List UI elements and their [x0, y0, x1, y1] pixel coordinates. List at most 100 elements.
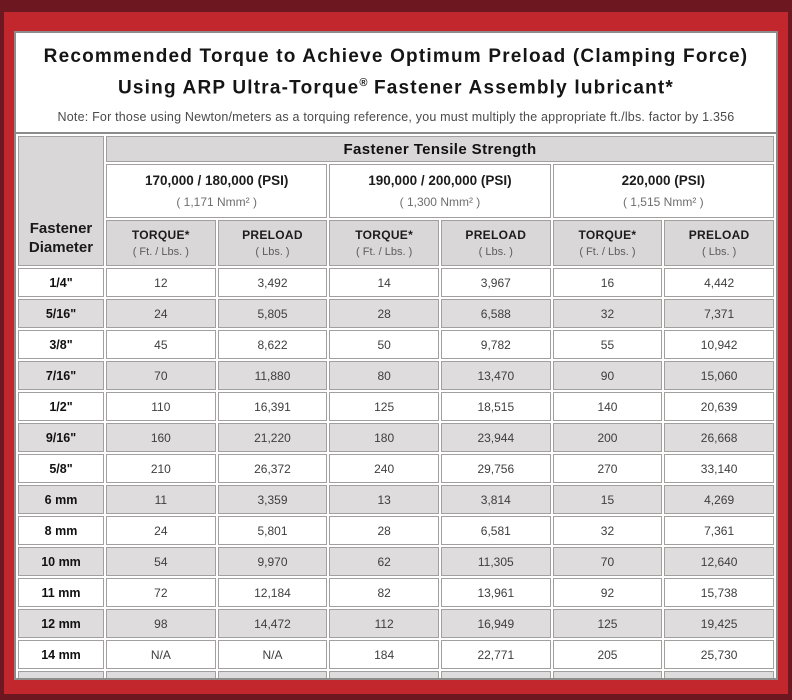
tensile-strength-header: Fastener Tensile Strength — [106, 136, 774, 163]
preload-value-cell: 7,361 — [664, 516, 774, 546]
torque-value-cell: 28 — [329, 516, 439, 546]
torque-value-cell: 24 — [106, 516, 216, 546]
preload-value-cell: N/A — [217, 640, 328, 670]
table-row: 6 mm 11 3,359 13 3,814 15 4,269 — [18, 485, 774, 515]
preload-value-cell: 14,472 — [217, 609, 328, 639]
torque-value-cell: 28 — [329, 299, 439, 329]
torque-value-cell: 62 — [329, 547, 439, 577]
preload-value-cell: 9,970 — [217, 547, 328, 577]
torque-value-cell: 32 — [552, 516, 663, 546]
fastener-diameter-cell: 7/16" — [18, 361, 104, 391]
title-line-1: Recommended Torque to Achieve Optimum Pr… — [43, 46, 749, 67]
table-row: 9/16" 160 21,220 180 23,944 200 26,668 — [18, 423, 774, 453]
preload-value-cell: 11,305 — [440, 547, 551, 577]
table-row: 14 mm N/A N/A 184 22,771 205 25,730 — [18, 640, 774, 670]
torque-value-cell: 270 — [552, 454, 663, 484]
fastener-diameter-cell: 12 mm — [18, 609, 104, 639]
table-row: 10 mm 54 9,970 62 11,305 70 12,640 — [18, 547, 774, 577]
table-row: 1/4" 12 3,492 14 3,967 16 4,442 — [18, 268, 774, 298]
torque-value-cell: 82 — [329, 578, 439, 608]
torque-value-cell: N/A — [106, 640, 216, 670]
torque-value-cell: 11 — [106, 485, 216, 515]
torque-value-cell: 160 — [106, 423, 216, 453]
preload-value-cell: 6,588 — [440, 299, 551, 329]
fastener-diameter-cell: 1/2" — [18, 392, 104, 422]
fastener-diameter-cell: 5/8" — [18, 454, 104, 484]
preload-value-cell: 3,967 — [440, 268, 551, 298]
fastener-diameter-header-line1: Fastener — [29, 220, 93, 238]
fastener-diameter-cell: 1/4" — [18, 268, 104, 298]
preload-value-cell: 26,668 — [664, 423, 774, 453]
title-line-2: Using ARP Ultra-Torque — [117, 77, 360, 99]
fastener-diameter-header: Fastener Diameter — [18, 136, 104, 267]
subheader-label: TORQUE* — [578, 228, 637, 243]
title-line-2-end: Fastener Assembly lubricant* — [367, 77, 675, 99]
psi-header-220: 220,000 (PSI) ( 1,515 Nmm² ) — [552, 164, 774, 219]
table-row: 3/8" 45 8,622 50 9,782 55 10,942 — [18, 330, 774, 360]
preload-value-cell: 25,730 — [664, 640, 774, 670]
preload-value-cell: 22,771 — [440, 640, 551, 670]
content-panel: Recommended Torque to Achieve Optimum Pr… — [14, 31, 778, 680]
torque-value-cell: 24 — [106, 299, 216, 329]
table-row: 5/16" 24 5,805 28 6,588 32 7,371 — [18, 299, 774, 329]
torque-value-cell: 205 — [552, 640, 663, 670]
fastener-diameter-cell: 11 mm — [18, 578, 104, 608]
note-text: Note: For those using Newton/meters as a… — [57, 110, 735, 125]
torque-preload-header-row: TORQUE* ( Ft. / Lbs. ) PRELOAD ( Lbs. ) … — [18, 220, 774, 267]
fastener-diameter-cell: 10 mm — [18, 547, 104, 577]
torque-value-cell: 140 — [552, 392, 663, 422]
nmm-value: ( 1,171 Nmm² ) — [176, 195, 257, 210]
registered-trademark-symbol: ® — [359, 77, 368, 89]
fastener-diameter-cell: 9/16" — [18, 423, 104, 453]
table-row: 12 mm 98 14,472 112 16,949 125 19,425 — [18, 609, 774, 639]
subheader-unit: ( Ft. / Lbs. ) — [579, 246, 636, 259]
psi-value: 220,000 (PSI) — [621, 173, 705, 189]
preload-value-cell: 13,961 — [440, 578, 551, 608]
preload-value-cell: 5,801 — [217, 516, 328, 546]
preload-value-cell: 11,880 — [217, 361, 328, 391]
torque-subheader: TORQUE* ( Ft. / Lbs. ) — [106, 220, 216, 267]
torque-value-cell: 16 — [552, 268, 663, 298]
preload-value-cell: 21,220 — [217, 423, 328, 453]
preload-value-cell: 29,664 — [440, 671, 551, 678]
preload-value-cell: 12,184 — [217, 578, 328, 608]
torque-value-cell: 112 — [329, 609, 439, 639]
torque-value-cell: 12 — [106, 268, 216, 298]
nmm-value: ( 1,300 Nmm² ) — [399, 195, 481, 210]
torque-value-cell: 244 — [329, 671, 439, 678]
fastener-diameter-cell: 3/8" — [18, 330, 104, 360]
torque-value-cell: 70 — [106, 361, 216, 391]
preload-value-cell: 5,805 — [217, 299, 328, 329]
table-row: 11 mm 72 12,184 82 13,961 92 15,738 — [18, 578, 774, 608]
torque-subheader: TORQUE* ( Ft. / Lbs. ) — [329, 220, 439, 267]
preload-subheader: PRELOAD ( Lbs. ) — [440, 220, 551, 267]
torque-value-cell: 55 — [552, 330, 663, 360]
torque-value-cell: 240 — [329, 454, 439, 484]
torque-value-cell: 184 — [329, 640, 439, 670]
preload-value-cell: 7,371 — [664, 299, 774, 329]
torque-value-cell: 54 — [106, 547, 216, 577]
torque-value-cell: 210 — [106, 454, 216, 484]
torque-value-cell: 272 — [552, 671, 663, 678]
psi-header-row: 170,000 / 180,000 (PSI) ( 1,171 Nmm² ) 1… — [18, 164, 774, 219]
subheader-unit: ( Lbs. ) — [478, 246, 513, 259]
table-row: 8 mm 24 5,801 28 6,581 32 7,361 — [18, 516, 774, 546]
preload-value-cell: 15,738 — [664, 578, 774, 608]
preload-value-cell: 12,640 — [664, 547, 774, 577]
preload-value-cell: 15,060 — [664, 361, 774, 391]
preload-subheader: PRELOAD ( Lbs. ) — [664, 220, 774, 267]
preload-value-cell: 3,814 — [440, 485, 551, 515]
torque-value-cell: 125 — [329, 392, 439, 422]
preload-value-cell: 33,519 — [664, 671, 774, 678]
preload-value-cell: 6,581 — [440, 516, 551, 546]
psi-header-170: 170,000 / 180,000 (PSI) ( 1,171 Nmm² ) — [106, 164, 328, 219]
preload-value-cell: 26,372 — [217, 454, 328, 484]
fastener-diameter-cell: 8 mm — [18, 516, 104, 546]
title-block: Recommended Torque to Achieve Optimum Pr… — [16, 33, 776, 124]
group-header-row: Fastener Diameter Fastener Tensile Stren… — [18, 136, 774, 267]
torque-value-cell: 45 — [106, 330, 216, 360]
red-border-frame: Recommended Torque to Achieve Optimum Pr… — [4, 12, 788, 694]
subheader-label: PRELOAD — [465, 228, 527, 243]
preload-value-cell: 10,942 — [664, 330, 774, 360]
